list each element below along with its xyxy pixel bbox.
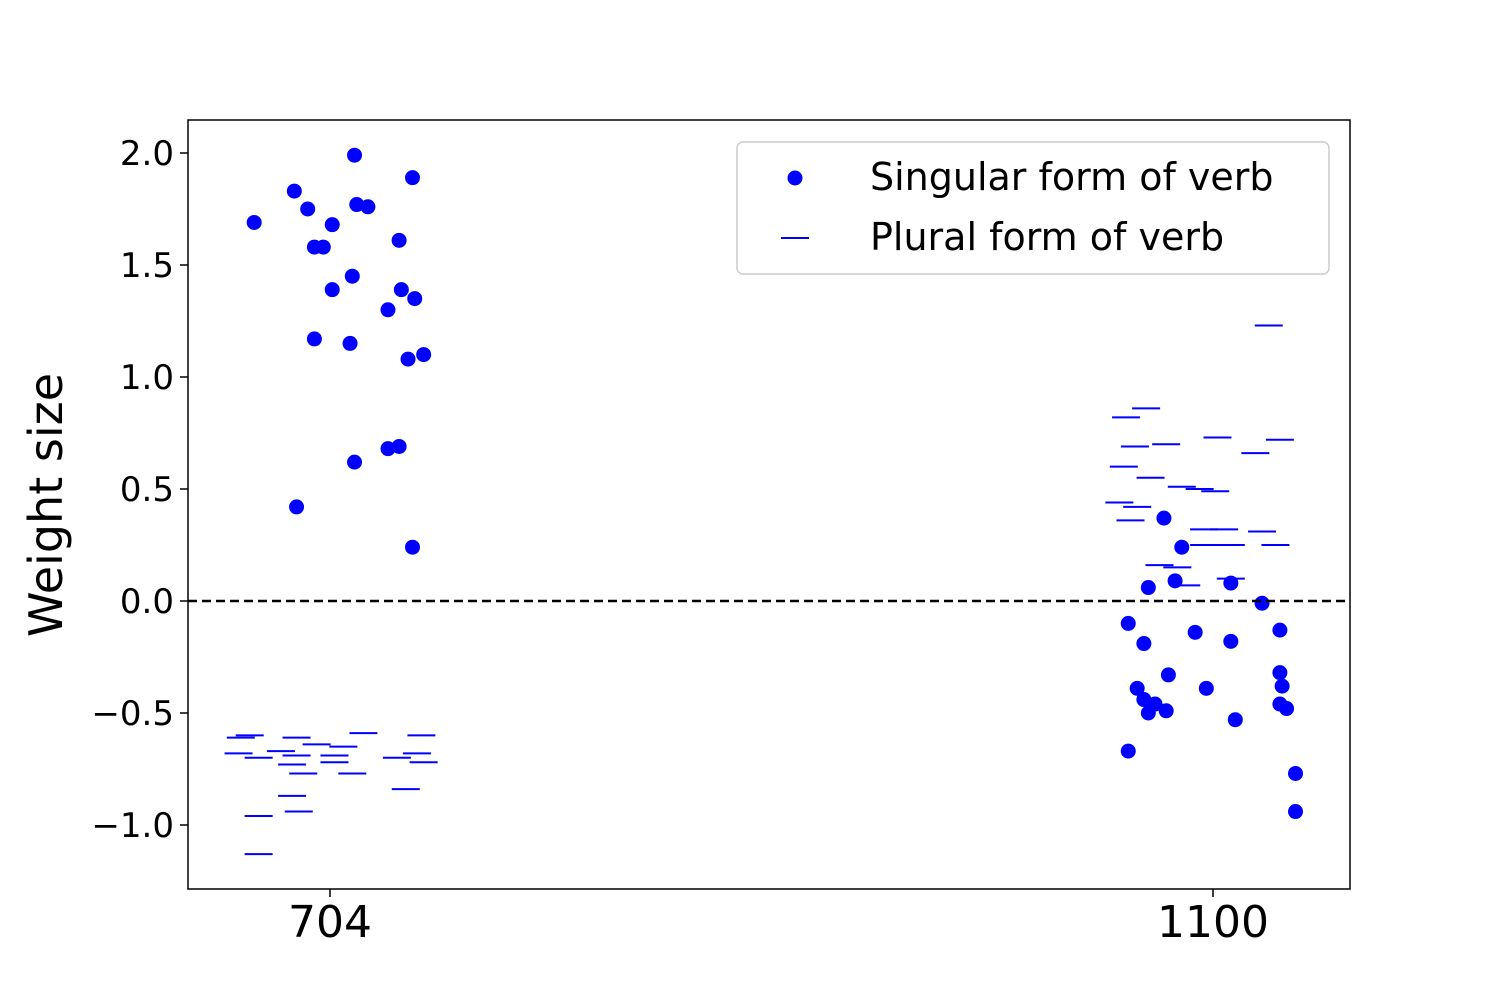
singular-point xyxy=(416,347,432,363)
y-tick-label: 2.0 xyxy=(120,134,174,174)
singular-point xyxy=(306,331,322,347)
singular-point xyxy=(1279,701,1295,717)
singular-point xyxy=(286,183,302,199)
singular-point xyxy=(1274,678,1290,694)
x-tick-label: 1100 xyxy=(1157,897,1269,948)
singular-point xyxy=(1198,680,1214,696)
y-tick-label: −1.0 xyxy=(91,806,174,846)
singular-point xyxy=(400,351,416,367)
singular-point xyxy=(347,454,363,470)
singular-point xyxy=(315,239,331,255)
singular-point xyxy=(405,539,421,555)
singular-point xyxy=(1129,680,1145,696)
singular-point xyxy=(1156,510,1172,526)
singular-point xyxy=(342,335,358,351)
y-tick-label: −0.5 xyxy=(91,694,174,734)
x-tick-label: 704 xyxy=(288,897,372,948)
legend-marker-singular xyxy=(787,170,803,186)
singular-point xyxy=(1140,580,1156,596)
legend-label-singular: Singular form of verb xyxy=(870,155,1274,199)
singular-point xyxy=(349,197,365,213)
singular-point xyxy=(1272,665,1288,681)
singular-point xyxy=(380,441,396,457)
y-axis-label: Weight size xyxy=(19,373,73,637)
legend: Singular form of verb Plural form of ver… xyxy=(736,141,1330,275)
y-tick-label: 1.5 xyxy=(120,246,174,286)
singular-point xyxy=(1272,622,1288,638)
singular-point xyxy=(1120,743,1136,759)
singular-point xyxy=(1187,624,1203,640)
singular-point xyxy=(391,232,407,248)
y-tick-label: 1.0 xyxy=(120,358,174,398)
singular-point xyxy=(380,302,396,318)
singular-point xyxy=(1140,705,1156,721)
singular-point xyxy=(1160,667,1176,683)
y-tick-label: 0.0 xyxy=(120,582,174,622)
singular-point xyxy=(391,438,407,454)
legend-box xyxy=(736,141,1330,275)
singular-point xyxy=(347,147,363,163)
singular-point xyxy=(1136,636,1152,652)
legend-label-plural: Plural form of verb xyxy=(870,215,1224,259)
y-tick-label: 0.5 xyxy=(120,470,174,510)
singular-point xyxy=(407,291,423,307)
singular-point xyxy=(393,282,409,298)
singular-point xyxy=(1288,804,1304,820)
singular-point xyxy=(405,170,421,186)
singular-point xyxy=(324,282,340,298)
y-axis-ticks: −1.0 −0.5 0.0 0.5 1.0 1.5 2.0 xyxy=(91,134,188,846)
x-axis-ticks: 704 1100 xyxy=(288,889,1269,948)
singular-point xyxy=(1254,595,1270,611)
singular-point xyxy=(246,214,262,230)
singular-point xyxy=(1227,712,1243,728)
singular-point xyxy=(300,201,316,217)
data-marks xyxy=(224,147,1304,856)
singular-point xyxy=(289,499,305,515)
singular-point xyxy=(1120,615,1136,631)
singular-point xyxy=(1158,703,1174,719)
singular-point xyxy=(1288,765,1304,781)
singular-point xyxy=(360,199,376,215)
singular-point xyxy=(344,268,360,284)
singular-point xyxy=(324,217,340,233)
singular-point xyxy=(1223,633,1239,649)
plot-area-frame xyxy=(187,119,1351,890)
singular-point xyxy=(1174,539,1190,555)
